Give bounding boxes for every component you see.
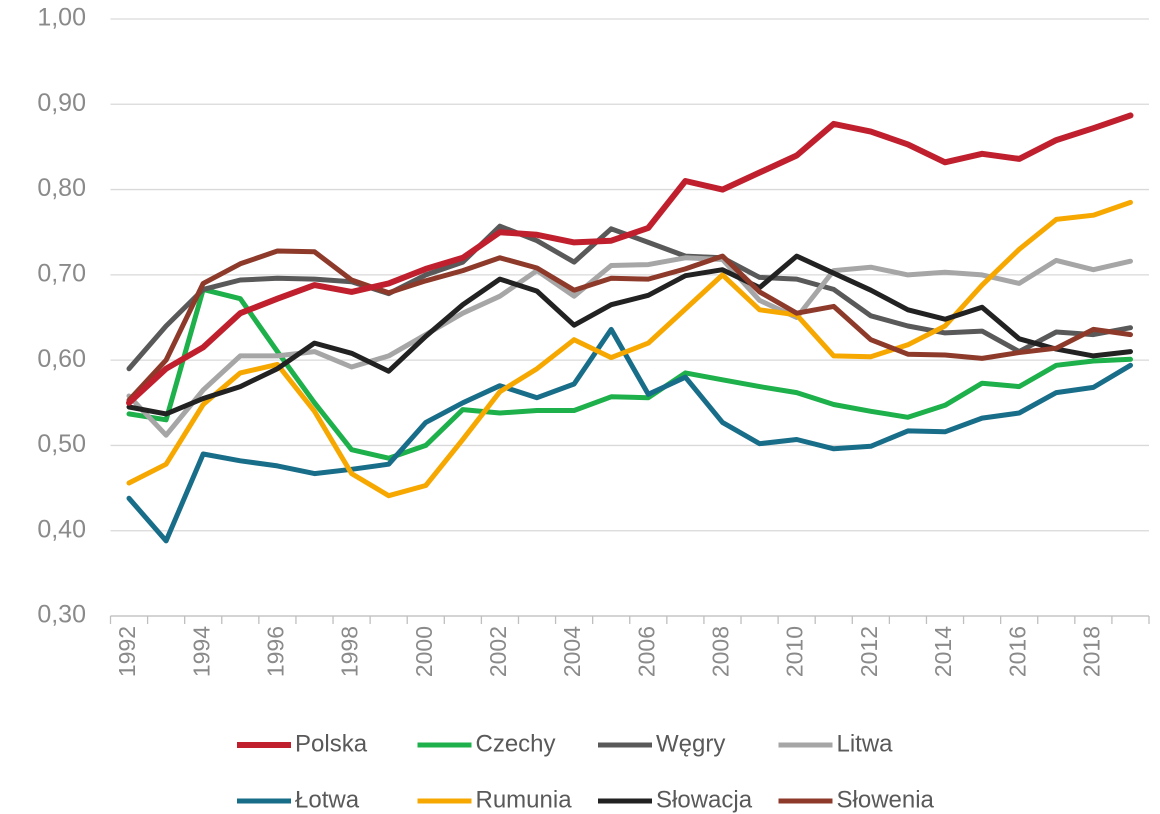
legend-label: Rumunia xyxy=(476,786,573,813)
data-line xyxy=(126,286,1133,461)
y-tick-label: 0,80 xyxy=(37,174,86,202)
x-tick-label: 2004 xyxy=(559,626,585,677)
x-tick-label: 2000 xyxy=(411,626,437,677)
y-tick-label: 0,50 xyxy=(37,430,86,458)
x-tick-label: 2014 xyxy=(930,626,956,677)
y-tick-label: 1,00 xyxy=(37,4,86,32)
y-tick-label: 0,30 xyxy=(37,601,86,629)
y-tick-label: 0,40 xyxy=(37,515,86,543)
x-tick-label: 2016 xyxy=(1004,626,1030,677)
x-tick-label: 2008 xyxy=(708,626,734,677)
legend-label: Słowenia xyxy=(837,786,935,813)
x-tick-label: 1994 xyxy=(188,626,214,677)
data-line xyxy=(126,326,1133,544)
x-tick-label: 2012 xyxy=(856,626,882,677)
x-tick-label: 1998 xyxy=(337,626,363,677)
legend-label: Węgry xyxy=(656,730,725,757)
data-line xyxy=(126,248,1133,403)
y-tick-label: 0,70 xyxy=(37,259,86,287)
legend-label: Litwa xyxy=(837,730,894,757)
x-tick-label: 1992 xyxy=(114,626,140,677)
data-line xyxy=(126,112,1134,406)
data-line xyxy=(126,199,1133,499)
x-tick-label: 2002 xyxy=(485,626,511,677)
x-tick-label: 2006 xyxy=(633,626,659,677)
data-line xyxy=(126,253,1133,417)
legend-label: Polska xyxy=(295,730,368,757)
legend-label: Czechy xyxy=(476,730,556,757)
x-tick-label: 2018 xyxy=(1078,626,1104,677)
legend-label: Słowacja xyxy=(656,786,753,813)
x-tick-label: 1996 xyxy=(262,626,288,677)
y-tick-label: 0,90 xyxy=(37,89,86,117)
legend-label: Łotwa xyxy=(295,786,360,813)
y-tick-label: 0,60 xyxy=(37,345,86,373)
x-tick-label: 2010 xyxy=(782,626,808,677)
